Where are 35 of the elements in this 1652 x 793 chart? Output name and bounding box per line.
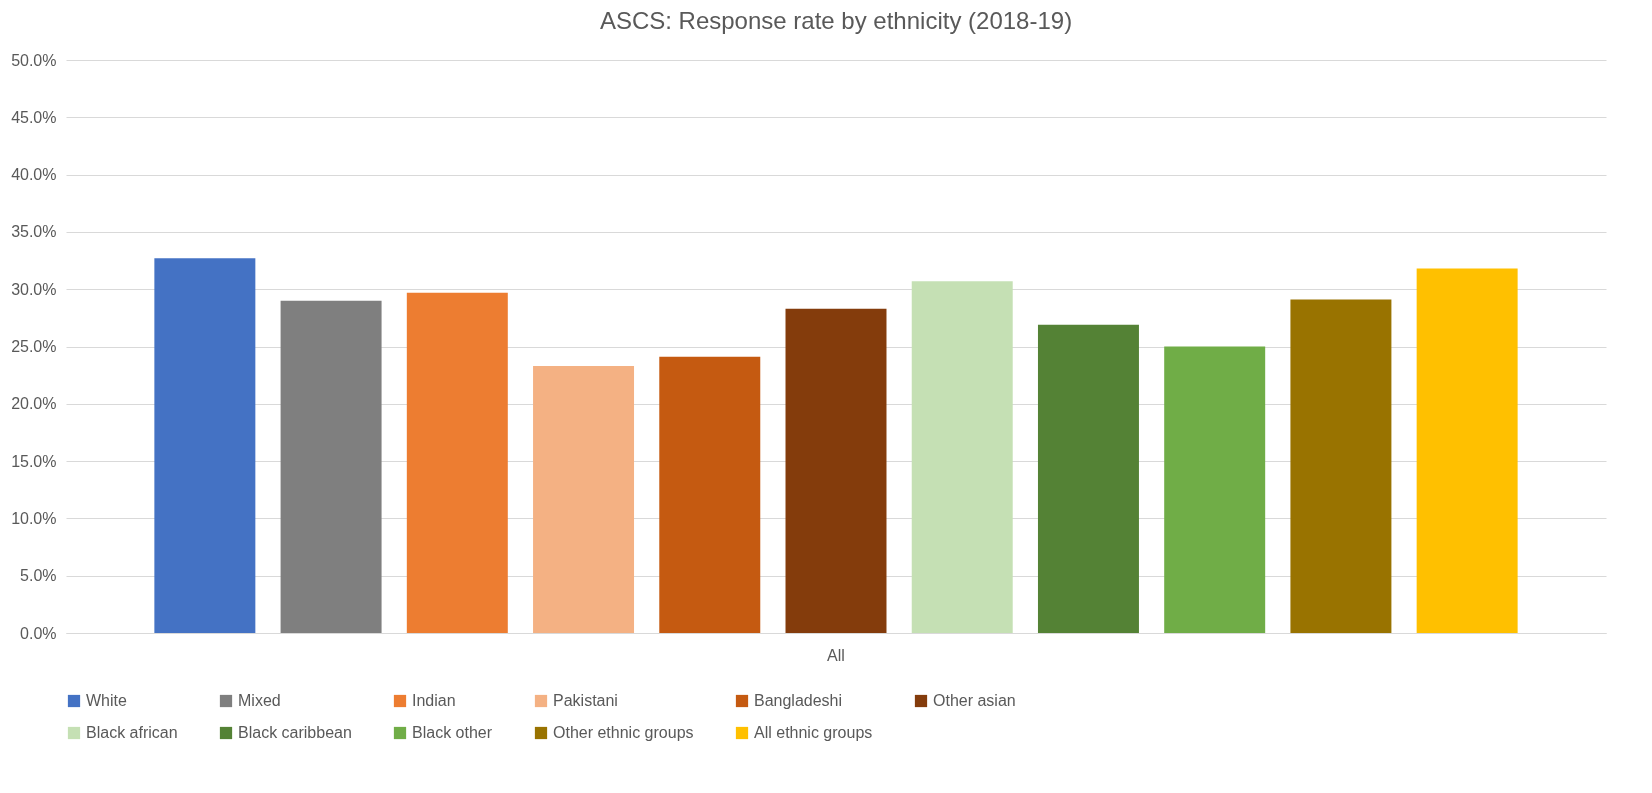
y-tick-label: 30.0% — [11, 280, 57, 298]
x-tick-label: All — [827, 646, 845, 664]
legend-label: Black caribbean — [238, 724, 352, 741]
legend-label: Other ethnic groups — [553, 724, 694, 741]
bar — [154, 258, 256, 633]
y-tick-label: 45.0% — [11, 108, 57, 126]
bar — [911, 281, 1013, 633]
bar — [1290, 299, 1392, 633]
legend-label: Indian — [412, 692, 456, 709]
y-tick-label: 15.0% — [11, 452, 57, 470]
y-tick-label: 10.0% — [11, 509, 57, 527]
y-tick-label: 5.0% — [20, 567, 57, 585]
legend-label: Black other — [412, 724, 493, 741]
y-tick-label: 0.0% — [20, 624, 57, 642]
bar — [785, 308, 887, 633]
legend-label: White — [86, 692, 127, 709]
y-tick-label: 40.0% — [11, 166, 57, 184]
y-tick-label: 20.0% — [11, 395, 57, 413]
legend-label: Other asian — [933, 692, 1016, 709]
bar — [406, 292, 508, 633]
legend-label: Black african — [86, 724, 178, 741]
y-tick-label: 50.0% — [11, 51, 57, 69]
legend-label: Mixed — [238, 692, 281, 709]
y-tick-label: 35.0% — [11, 223, 57, 241]
bar — [659, 356, 761, 633]
bar — [1164, 346, 1266, 633]
bar — [533, 365, 635, 633]
legend-label: Pakistani — [553, 692, 618, 709]
chart-title: ASCS: Response rate by ethnicity (2018-19) — [599, 7, 1073, 34]
bar — [280, 300, 382, 633]
bar — [1416, 268, 1518, 633]
y-tick-label: 25.0% — [11, 338, 57, 355]
legend-label: All ethnic groups — [754, 724, 873, 741]
legend-label: Bangladeshi — [754, 692, 843, 709]
bar — [1037, 324, 1139, 633]
